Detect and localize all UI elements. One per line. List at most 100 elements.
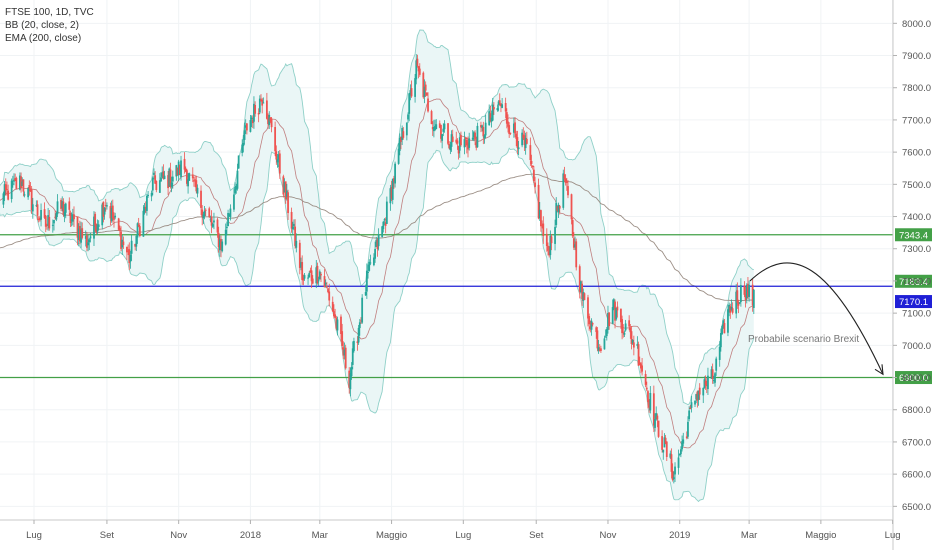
- candle-body: [628, 320, 631, 327]
- candle-body: [514, 122, 516, 134]
- candle-body: [517, 147, 520, 150]
- candle-body: [4, 184, 7, 191]
- price-tick-label: 7900.0: [902, 51, 931, 62]
- candle-body: [697, 390, 700, 400]
- candle-body: [113, 216, 115, 220]
- candle-body: [135, 235, 138, 247]
- candle-body: [302, 278, 305, 281]
- candle-body: [604, 336, 607, 338]
- candle-body: [644, 373, 647, 385]
- candle-body: [369, 262, 372, 264]
- candle-body: [662, 449, 665, 453]
- candle-body: [171, 176, 174, 182]
- candle-body: [243, 130, 246, 140]
- candle-body: [575, 241, 578, 268]
- candle-body: [523, 135, 526, 146]
- candle-body: [449, 144, 452, 151]
- candle-body: [465, 139, 468, 146]
- candle-body: [233, 194, 235, 210]
- candle-body: [36, 204, 39, 216]
- candle-body: [398, 137, 401, 151]
- candle-body: [731, 308, 734, 313]
- candle-body: [211, 224, 214, 227]
- candle-body: [43, 209, 46, 218]
- candle-body: [77, 228, 80, 240]
- candle-body: [18, 175, 21, 190]
- candle-body: [94, 213, 97, 226]
- time-tick-label: Set: [100, 530, 115, 541]
- candle-body: [541, 225, 544, 227]
- candle-body: [122, 241, 125, 246]
- candle-body: [144, 206, 147, 209]
- bollinger-bands: [0, 29, 755, 503]
- candle-body: [290, 211, 293, 229]
- candle-body: [44, 215, 47, 227]
- candle-body: [104, 205, 107, 207]
- candle-body: [689, 407, 692, 410]
- candle-body: [472, 132, 475, 138]
- candle-body: [438, 123, 441, 128]
- candle-body: [53, 219, 55, 224]
- candle-body: [70, 219, 73, 221]
- candle-body: [334, 314, 337, 318]
- candle-body: [343, 349, 346, 356]
- candle-body: [333, 311, 335, 317]
- candle-body: [714, 373, 716, 383]
- candle-body: [277, 154, 280, 160]
- candle-body: [702, 387, 705, 396]
- candle-body: [425, 92, 428, 96]
- candle-body: [13, 179, 15, 182]
- candle-body: [168, 168, 171, 187]
- candle-body: [656, 415, 659, 420]
- candle-body: [624, 323, 627, 331]
- band-upper: [0, 29, 754, 406]
- candle-body: [186, 170, 188, 184]
- candle-body: [134, 243, 137, 247]
- candle-body: [591, 323, 594, 325]
- candle-body: [221, 241, 224, 252]
- candle-body: [737, 301, 740, 306]
- candle-body: [677, 457, 680, 468]
- band-fill: [0, 30, 754, 502]
- scenario-arrow-head: [874, 364, 884, 376]
- candle-body: [745, 284, 748, 299]
- candle-body: [323, 276, 326, 288]
- candle-body: [269, 117, 272, 122]
- candle-body: [51, 224, 54, 226]
- candle-body: [102, 201, 105, 217]
- candle-body: [655, 413, 658, 420]
- candle-body: [490, 117, 493, 122]
- price-tick-label: 7300.0: [902, 244, 931, 255]
- candle-body: [570, 194, 573, 220]
- candle-body: [616, 306, 619, 311]
- candle-body: [524, 137, 527, 149]
- candle-body: [14, 178, 17, 181]
- candle-body: [405, 122, 408, 136]
- candle-body: [467, 142, 469, 150]
- candle-body: [631, 339, 634, 343]
- legend-ema: EMA (200, close): [5, 33, 82, 44]
- candle-body: [267, 118, 269, 125]
- candle-body: [80, 229, 82, 243]
- candle-body: [30, 189, 33, 211]
- candle-body: [35, 205, 38, 207]
- candle-body: [40, 209, 42, 220]
- candle-body: [468, 138, 471, 148]
- time-tick-label: Maggio: [805, 530, 836, 541]
- candle-body: [201, 209, 204, 218]
- candle-body: [481, 125, 484, 129]
- candle-body: [690, 402, 693, 408]
- candle-body: [515, 133, 518, 139]
- candle-body: [200, 190, 202, 208]
- candle-body: [596, 330, 599, 349]
- candle-body: [270, 118, 273, 128]
- candle-body: [681, 441, 683, 450]
- time-tick-label: 2019: [669, 530, 690, 541]
- candle-body: [364, 291, 367, 296]
- candle-body: [603, 338, 606, 350]
- candle-body: [294, 226, 297, 246]
- candle-body: [728, 304, 731, 313]
- price-tick-label: 7000.0: [902, 341, 931, 352]
- candle-body: [382, 221, 385, 230]
